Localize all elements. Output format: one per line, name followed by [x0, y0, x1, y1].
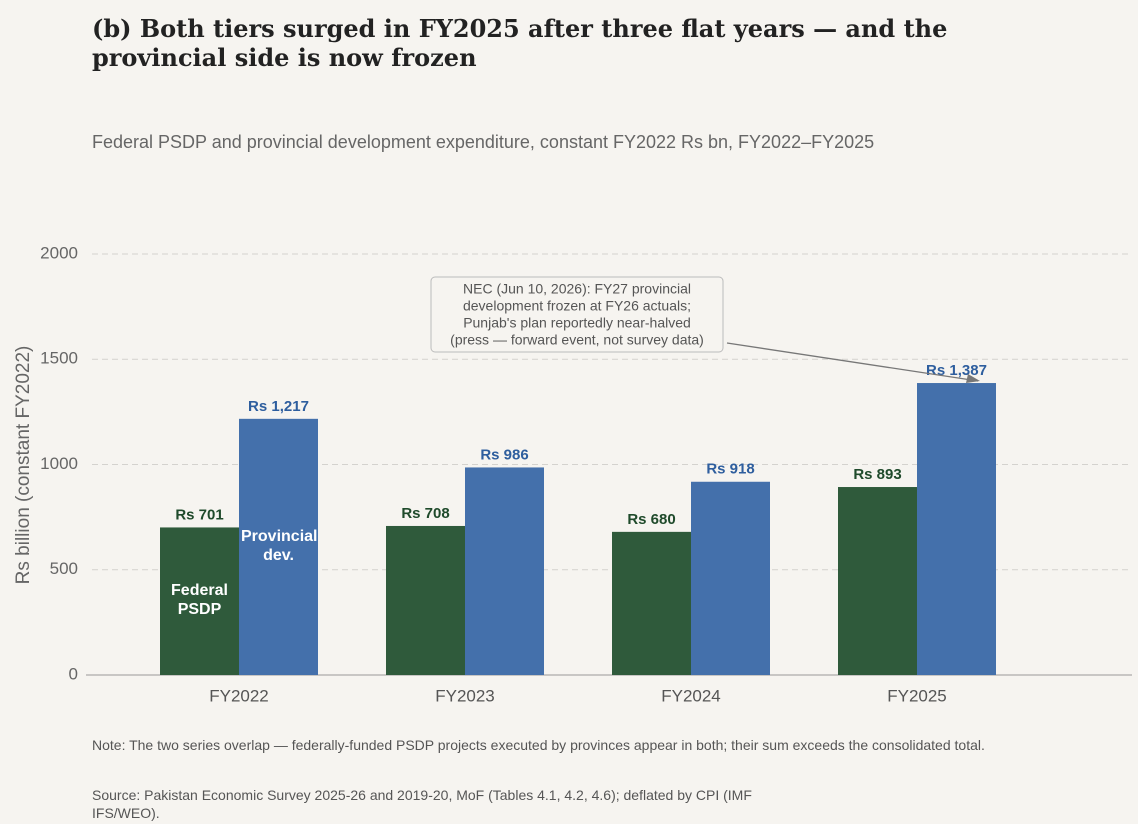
y-axis-label: Rs billion (constant FY2022): [13, 346, 34, 585]
value-label: Rs 986: [480, 446, 528, 463]
annotation-line: development frozen at FY26 actuals;: [463, 298, 691, 314]
y-tick-label: 1000: [40, 454, 78, 473]
x-tick-label: FY2024: [661, 686, 721, 705]
arrow-head: [966, 374, 980, 383]
plot: 0 500 1000 1500 2000 FY2022 Rs 701 Rs 1,217 FY20…: [40, 243, 1132, 705]
y-tick-label: 0: [69, 664, 78, 683]
annotation-box: [430, 276, 724, 353]
value-label: Rs 701: [175, 506, 223, 523]
legend-label: Provincial dev.: [241, 528, 318, 564]
value-label: Rs 893: [853, 466, 901, 483]
value-label: Rs 1,217: [248, 398, 309, 415]
annotation-line: NEC (Jun 10, 2026): FY27 provincial: [463, 281, 691, 297]
bar: [239, 418, 318, 675]
title: (b) Both tiers surged in FY2025 after th…: [92, 14, 948, 72]
x-tick-label: FY2022: [209, 686, 269, 705]
y-tick-label: 500: [50, 559, 78, 578]
bar: [160, 527, 239, 675]
annotation-line: (press — forward event, not survey data): [450, 332, 704, 348]
bar: [386, 525, 465, 675]
bar: [612, 531, 691, 675]
x-tick-label: FY2023: [435, 686, 495, 705]
value-label: Rs 680: [627, 511, 675, 528]
bar: [691, 481, 770, 675]
bar: [917, 383, 996, 675]
value-label: Rs 708: [401, 505, 449, 522]
bar: [838, 487, 917, 675]
subtitle: Federal PSDP and provincial development …: [92, 132, 875, 152]
bar: [465, 467, 544, 675]
y-tick-label: 1500: [40, 349, 78, 368]
annotation-line: Punjab's plan reportedly near-halved: [463, 315, 691, 331]
value-label: Rs 1,387: [926, 362, 987, 379]
note: Note: The two series overlap — federally…: [92, 737, 985, 753]
value-label: Rs 918: [706, 461, 754, 478]
y-tick-label: 2000: [40, 243, 78, 262]
source: Source: Pakistan Economic Survey 2025-26…: [92, 787, 752, 821]
annotation-arrow: [726, 342, 979, 382]
x-tick-label: FY2025: [887, 686, 947, 705]
legend-label: Federal PSDP: [171, 582, 228, 618]
